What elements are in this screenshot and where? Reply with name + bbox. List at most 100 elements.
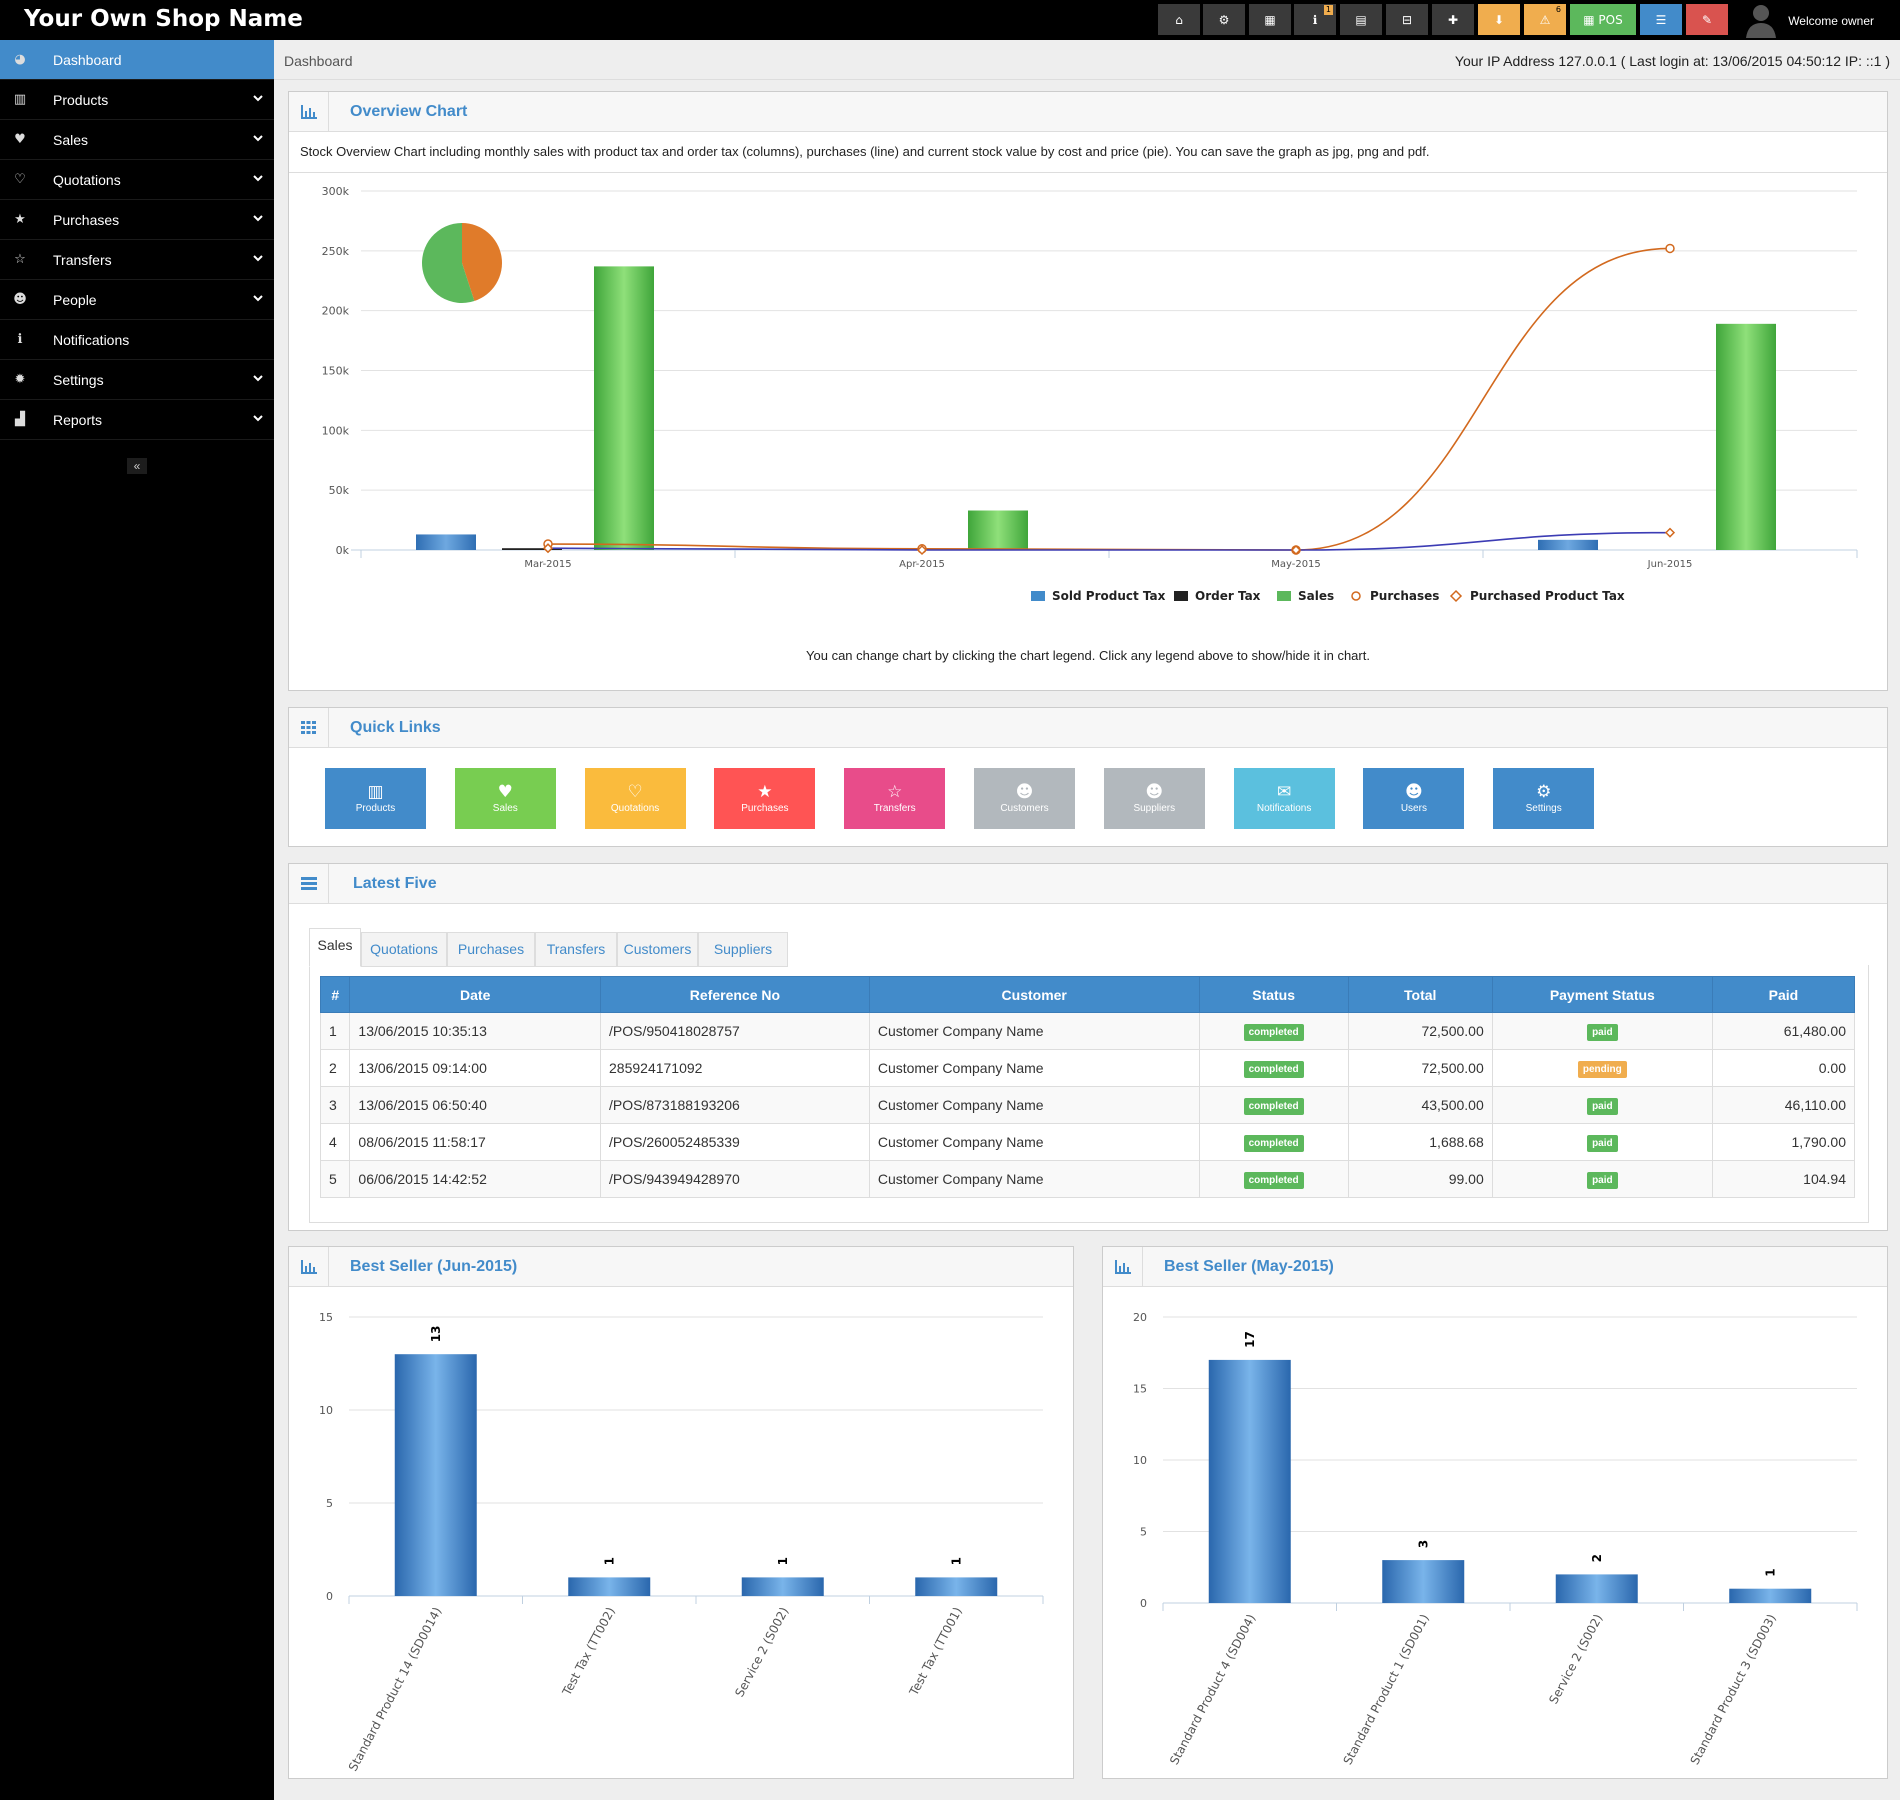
bar[interactable] — [1729, 1588, 1812, 1603]
legend-marker[interactable] — [1351, 591, 1361, 601]
clear-cache-button[interactable]: ⊟ — [1386, 4, 1428, 35]
bar-sales[interactable] — [1716, 323, 1776, 550]
sidebar-item-label: Notifications — [53, 331, 130, 348]
info-icon: ℹ — [17, 332, 23, 347]
star-outline-icon: ☆ — [887, 782, 903, 802]
sidebar-collapse-button[interactable]: « — [127, 458, 147, 474]
y-tick-label: 15 — [319, 1311, 333, 1324]
bar[interactable] — [1208, 1359, 1291, 1603]
quick-link-notifications[interactable]: ✉ Notifications — [1233, 768, 1335, 829]
quick-link-users[interactable]: ☻ Users — [1363, 768, 1465, 829]
line-purchased-product-tax[interactable] — [547, 531, 1671, 551]
cogs-icon: ⚙ — [1536, 782, 1552, 802]
html5-icon: ⊟ — [1401, 12, 1413, 27]
table-row[interactable]: 3 13/06/2015 06:50:40/POS/873188193206 Cus… — [319, 1086, 1856, 1124]
table-row[interactable]: 1 13/06/2015 10:35:13/POS/950418028757 Cus… — [319, 1012, 1856, 1050]
legend-marker[interactable] — [1449, 589, 1463, 603]
column-header[interactable]: Reference No — [600, 976, 870, 1013]
sidebar-item-settings[interactable]: ✹ Settings — [0, 360, 274, 400]
users-icon: ☻ — [13, 292, 27, 307]
tab-sales[interactable]: Sales — [309, 928, 361, 967]
breadcrumb[interactable]: Dashboard — [284, 53, 353, 69]
legend-marker[interactable] — [1031, 591, 1045, 601]
pie-slice[interactable] — [462, 223, 503, 302]
quick-link-customers[interactable]: ☻ Customers — [974, 768, 1075, 829]
dashboard-button[interactable]: ⌂ — [1158, 4, 1200, 35]
quick-link-products[interactable]: ▥ Products — [325, 768, 426, 829]
table-row[interactable]: 2 13/06/2015 09:14:00 285924171092 Customer… — [319, 1049, 1856, 1087]
sidebar-item-notifications[interactable]: ℹ Notifications — [0, 320, 274, 360]
payment-status-badge: paid — [1587, 1023, 1618, 1041]
legend-label: Purchases — [1370, 589, 1439, 603]
cell-payment: paid — [1491, 1123, 1713, 1161]
welcome-text[interactable]: Welcome owner — [1788, 14, 1874, 28]
sidebar-item-sales[interactable]: ♥ Sales — [0, 120, 274, 160]
chevron-down-icon — [253, 135, 263, 142]
bar[interactable] — [1555, 1574, 1638, 1603]
sidebar-item-people[interactable]: ☻ People — [0, 280, 274, 320]
bar[interactable] — [741, 1577, 824, 1596]
bar[interactable] — [394, 1354, 477, 1596]
sidebar-item-purchases[interactable]: ★ Purchases — [0, 200, 274, 240]
quick-links-list: ▥ Products ♥ Sales ♡ Quotations ★ Purchases ☆ Tra… — [325, 768, 1885, 830]
quick-link-sales[interactable]: ♥ Sales — [454, 768, 556, 829]
bar[interactable] — [915, 1577, 998, 1596]
column-header[interactable]: Payment Status — [1491, 976, 1713, 1013]
tab-purchases[interactable]: Purchases — [447, 932, 535, 967]
pie-slice[interactable] — [422, 223, 475, 303]
sidebar-item-quotations[interactable]: ♡ Quotations — [0, 160, 274, 200]
bar[interactable] — [1382, 1560, 1465, 1603]
eraser-button[interactable]: ✎ — [1686, 4, 1728, 35]
brand-title[interactable]: Your Own Shop Name — [24, 6, 303, 32]
best-seller-jun-header: Best Seller (Jun-2015) — [289, 1247, 1073, 1287]
cell-ref: /POS/260052485339 — [600, 1123, 870, 1161]
bar-sales[interactable] — [594, 266, 654, 550]
pos-button[interactable]: ▦ POS — [1570, 4, 1636, 35]
bar-chart-icon — [1103, 1247, 1143, 1286]
settings-button[interactable]: ⚙ — [1203, 4, 1245, 35]
quick-link-purchases[interactable]: ★ Purchases — [714, 768, 816, 829]
quick-link-quotations[interactable]: ♡ Quotations — [584, 768, 686, 829]
column-header[interactable]: # — [319, 976, 351, 1013]
bar[interactable] — [568, 1577, 651, 1596]
table-row[interactable]: 4 08/06/2015 11:58:17/POS/260052485339 Cus… — [319, 1123, 1856, 1161]
user-avatar-icon[interactable] — [1744, 2, 1778, 38]
data-label: 3 — [1416, 1540, 1430, 1548]
sidebar-item-products[interactable]: ▥ Products — [0, 80, 274, 120]
table-row[interactable]: 5 06/06/2015 14:42:52/POS/943949428970 Cus… — [319, 1160, 1856, 1198]
sidebar-item-reports[interactable]: ▟ Reports — [0, 400, 274, 440]
cell-n: 5 — [319, 1160, 351, 1198]
legend-marker[interactable] — [1277, 591, 1291, 601]
alerts-button[interactable]: ⚠ 6 — [1524, 4, 1566, 35]
quick-link-settings[interactable]: ⚙ Settings — [1493, 768, 1595, 829]
bar-sold-product-tax[interactable] — [1538, 539, 1598, 550]
column-header[interactable]: Customer — [868, 976, 1200, 1013]
column-header[interactable]: Status — [1198, 976, 1349, 1013]
column-header[interactable]: Paid — [1711, 976, 1856, 1013]
bar-sales[interactable] — [968, 510, 1028, 550]
tab-transfers[interactable]: Transfers — [535, 932, 617, 967]
sidebar-item-transfers[interactable]: ☆ Transfers — [0, 240, 274, 280]
download-button[interactable]: ⬇ — [1478, 4, 1520, 35]
bar-order-tax[interactable] — [502, 548, 562, 550]
cell-n: 4 — [319, 1123, 351, 1161]
quick-link-transfers[interactable]: ☆ Transfers — [844, 768, 946, 829]
tab-customers[interactable]: Customers — [617, 932, 698, 967]
bar-sold-product-tax[interactable] — [416, 534, 476, 550]
cell-total: 43,500.00 — [1347, 1086, 1493, 1124]
list-button[interactable]: ☰ — [1640, 4, 1682, 35]
legend-marker[interactable] — [1174, 591, 1188, 601]
calendar-button[interactable]: ▤ — [1340, 4, 1382, 35]
calculator-button[interactable]: ▦ — [1249, 4, 1291, 35]
quick-link-suppliers[interactable]: ☻ Suppliers — [1103, 768, 1205, 829]
column-header[interactable]: Date — [349, 976, 602, 1013]
tab-quotations[interactable]: Quotations — [361, 932, 447, 967]
sidebar-item-dashboard[interactable]: ◕ Dashboard — [0, 40, 274, 80]
line-purchases[interactable] — [547, 247, 1671, 551]
column-header[interactable]: Total — [1347, 976, 1493, 1013]
overview-chart-box: Overview Chart Stock Overview Chart incl… — [288, 91, 1888, 691]
language-button[interactable]: ✚ — [1432, 4, 1474, 35]
tab-suppliers[interactable]: Suppliers — [698, 932, 788, 967]
cell-ref: /POS/950418028757 — [600, 1012, 870, 1050]
